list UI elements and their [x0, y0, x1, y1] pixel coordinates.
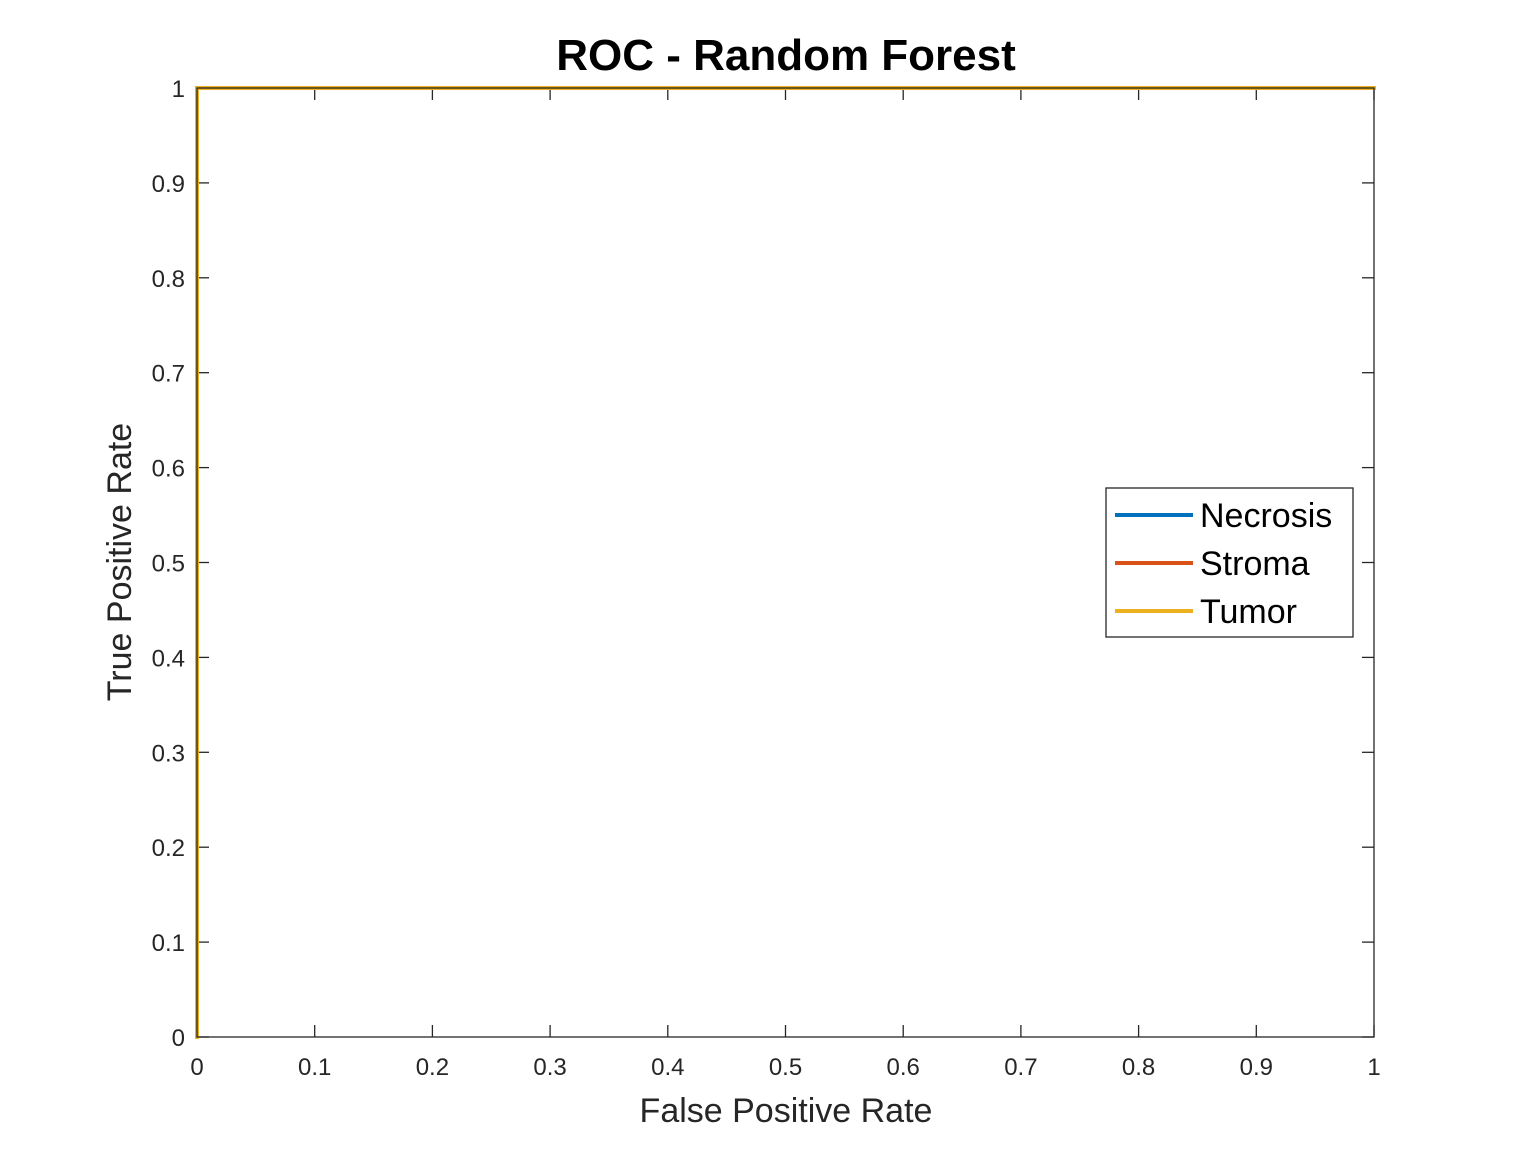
y-tick-label: 0.6	[152, 456, 185, 483]
x-tick-label: 0.7	[1004, 1054, 1037, 1081]
x-tick-label: 0.4	[651, 1054, 684, 1081]
x-tick-label: 1	[1367, 1054, 1380, 1081]
legend: Necrosis Stroma Tumor	[1105, 487, 1354, 638]
y-tick-label: 0.3	[152, 740, 185, 767]
x-tick-label: 0	[190, 1054, 203, 1081]
axes-frame	[196, 87, 1375, 1038]
y-tick-label: 0.4	[152, 645, 185, 672]
x-tick-label: 0.1	[298, 1054, 331, 1081]
y-axis-label: True Positive Rate	[101, 423, 139, 701]
x-tick-label: 0.8	[1122, 1054, 1155, 1081]
y-tick-label: 0.2	[152, 835, 185, 862]
x-tick-label: 0.5	[769, 1054, 802, 1081]
y-tick-label: 0.5	[152, 551, 185, 578]
y-tick-labels: 0 0.1 0.2 0.3 0.4 0.5 0.6 0.7 0.8 0.9 1	[152, 76, 185, 1052]
x-tick-label: 0.9	[1240, 1054, 1273, 1081]
chart-title: ROC - Random Forest	[556, 31, 1016, 80]
y-tick-label: 0.8	[152, 266, 185, 293]
x-axis-label: False Positive Rate	[640, 1092, 933, 1130]
x-tick-label: 0.6	[887, 1054, 920, 1081]
y-tick-label: 0	[172, 1025, 185, 1052]
x-tick-label: 0.3	[533, 1054, 566, 1081]
x-tick-label: 0.2	[416, 1054, 449, 1081]
x-tick-labels: 0 0.1 0.2 0.3 0.4 0.5 0.6 0.7 0.8 0.9 1	[190, 1054, 1380, 1081]
y-tick-label: 0.7	[152, 361, 185, 388]
legend-items: Necrosis Stroma Tumor	[1115, 497, 1332, 631]
y-tick-label: 0.9	[152, 171, 185, 198]
legend-label-necrosis: Necrosis	[1200, 497, 1332, 535]
y-tick-label: 0.1	[152, 930, 185, 957]
legend-label-tumor: Tumor	[1200, 593, 1297, 631]
y-tick-label: 1	[172, 76, 185, 103]
legend-label-stroma: Stroma	[1200, 545, 1310, 583]
